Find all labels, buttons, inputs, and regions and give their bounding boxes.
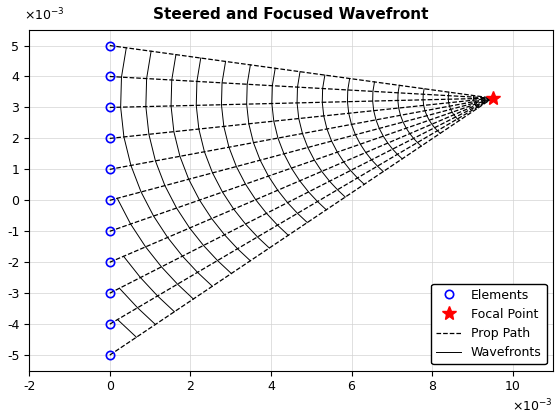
Wavefronts [470,96,477,101]
Elements [106,260,113,265]
Wavefronts [470,97,477,102]
Text: $\times10^{-3}$: $\times10^{-3}$ [512,398,553,415]
Elements [106,167,113,172]
Prop Path [489,96,496,101]
Wavefronts [472,102,478,107]
Wavefronts [470,94,477,100]
Line: Elements: Elements [106,41,114,359]
Wavefronts [470,93,477,98]
Title: Steered and Focused Wavefront: Steered and Focused Wavefront [153,7,429,22]
Elements [106,322,113,327]
Prop Path [106,352,113,357]
Wavefronts [475,105,482,110]
Wavefronts [474,105,481,110]
Line: Wavefronts: Wavefronts [473,96,478,108]
Wavefronts [470,99,477,104]
Elements [106,136,113,141]
Elements [106,43,113,48]
Elements [106,198,113,203]
Elements [106,74,113,79]
Wavefronts [473,103,479,108]
Line: Prop Path: Prop Path [110,98,493,355]
Elements [106,291,113,296]
Wavefronts [473,104,480,109]
Elements [106,229,113,234]
Text: $\times10^{-3}$: $\times10^{-3}$ [24,7,64,23]
Wavefronts [471,100,478,105]
Legend: Elements, Focal Point, Prop Path, Wavefronts: Elements, Focal Point, Prop Path, Wavefr… [431,284,547,364]
Elements [106,352,113,357]
Elements [106,105,113,110]
